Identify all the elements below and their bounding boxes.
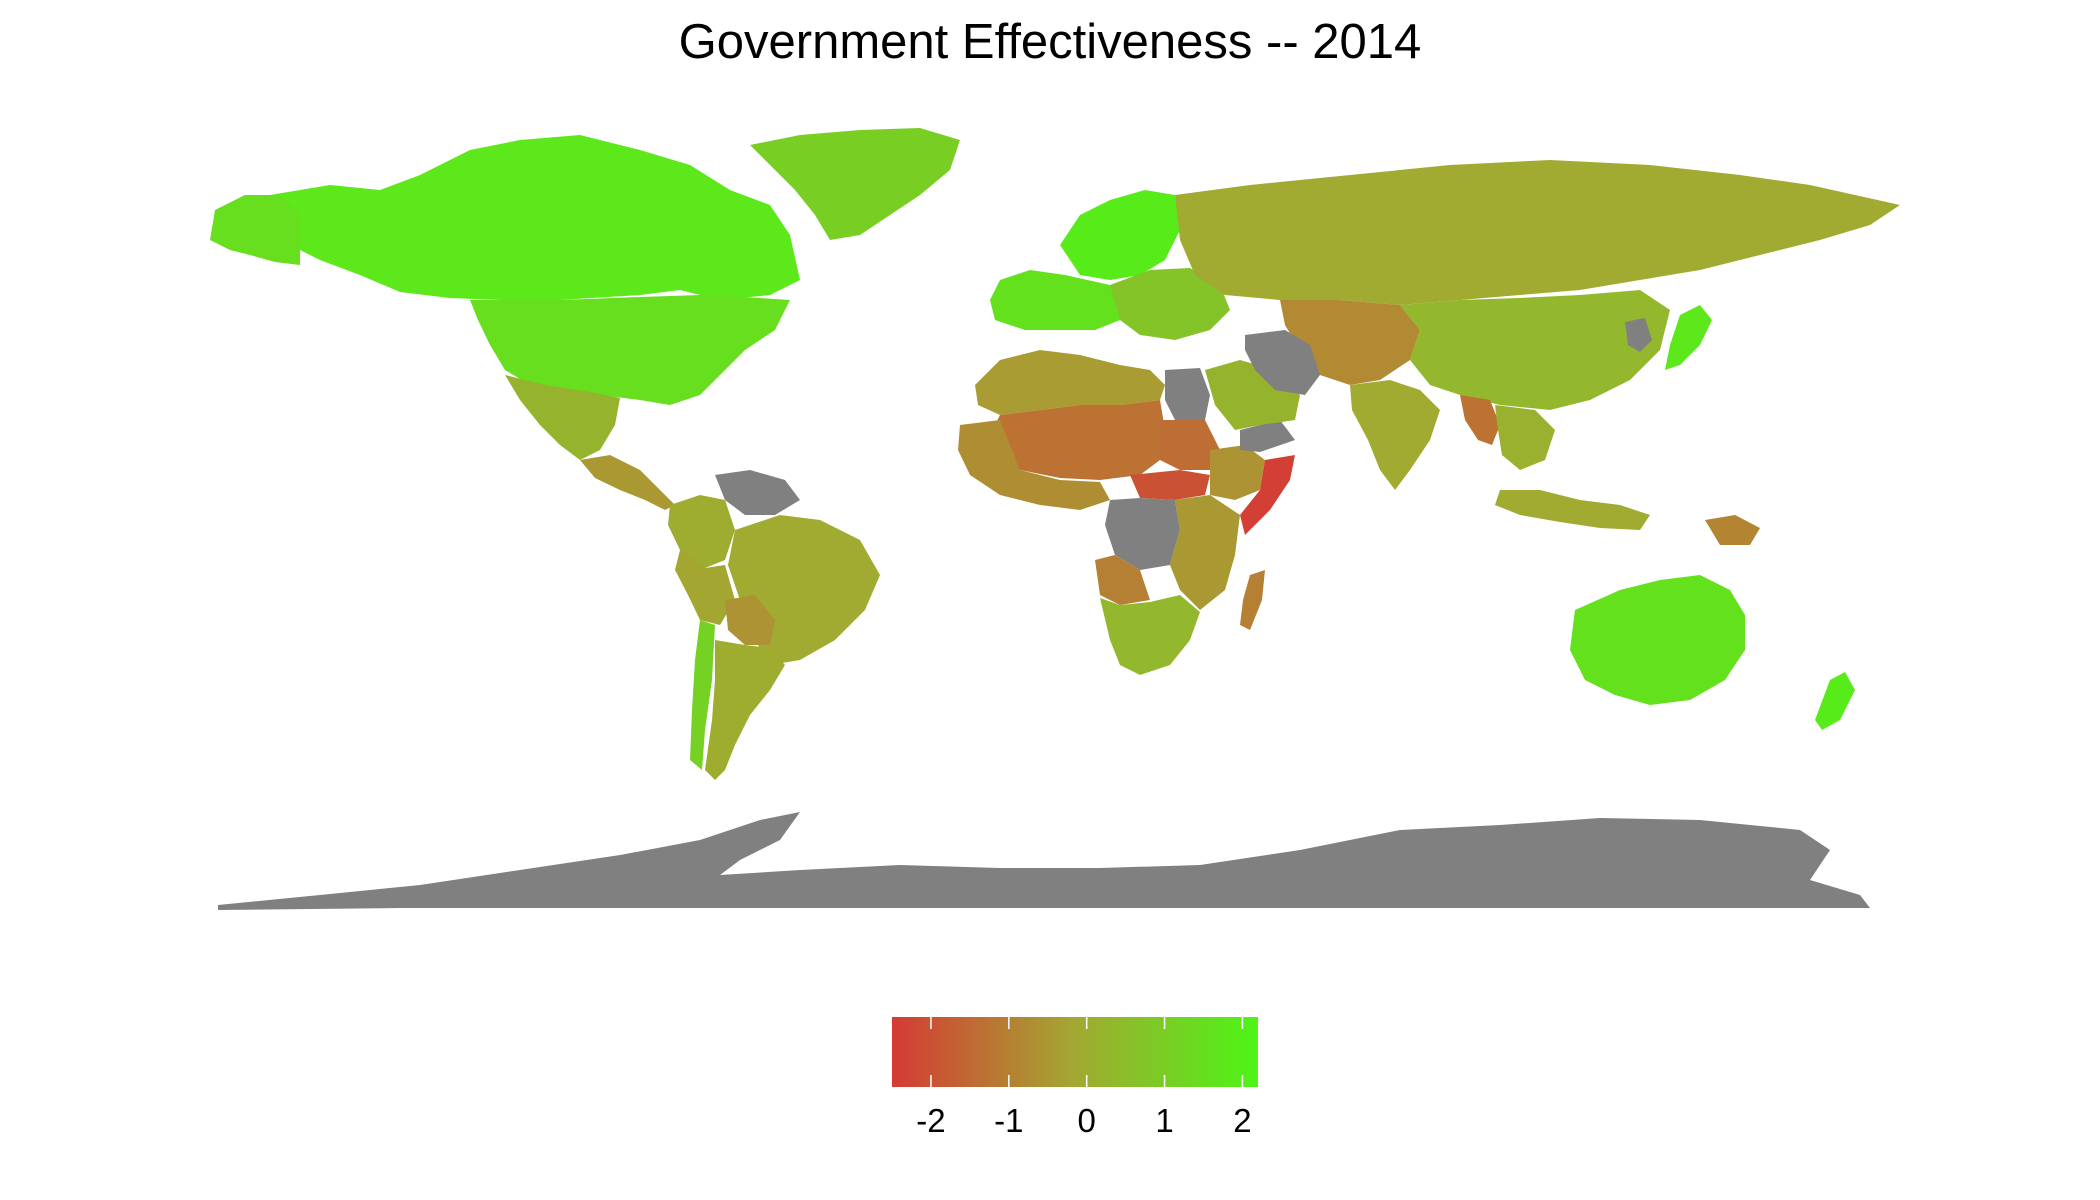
colorbar-tick-label: -1 [994, 1102, 1024, 1139]
region-indonesia[interactable] [1495, 490, 1650, 530]
region-japan[interactable] [1665, 305, 1712, 370]
region-central-america[interactable] [580, 455, 675, 510]
region-mexico[interactable] [505, 375, 620, 460]
colorbar [892, 1017, 1258, 1087]
region-somalia[interactable] [1240, 455, 1295, 535]
region-china[interactable] [1400, 290, 1670, 410]
region-yemen[interactable] [1240, 420, 1295, 452]
region-myanmar[interactable] [1460, 395, 1500, 445]
region-venezuela[interactable] [715, 470, 800, 515]
region-iran[interactable] [1245, 330, 1320, 395]
region-dr-congo[interactable] [1105, 498, 1180, 570]
region-new-zealand[interactable] [1815, 672, 1855, 730]
region-colombia[interactable] [668, 495, 735, 570]
region-bolivia[interactable] [725, 595, 775, 645]
region-australia[interactable] [1570, 575, 1745, 705]
region-eastern-europe[interactable] [1110, 268, 1230, 340]
region-angola[interactable] [1095, 555, 1150, 605]
region-alaska[interactable] [210, 195, 300, 265]
region-russia[interactable] [1175, 160, 1900, 305]
region-greenland[interactable] [750, 128, 960, 240]
region-united-states[interactable] [470, 295, 790, 405]
region-argentina[interactable] [705, 640, 785, 780]
colorbar-gradient [892, 1017, 1258, 1087]
region-sahel[interactable] [990, 400, 1165, 480]
colorbar-tick-label: 1 [1155, 1102, 1174, 1139]
region-north-korea[interactable] [1625, 318, 1652, 352]
region-india[interactable] [1350, 380, 1440, 490]
region-canada[interactable] [270, 135, 800, 300]
colorbar-tick-label: 2 [1233, 1102, 1252, 1139]
region-scandinavia[interactable] [1060, 190, 1180, 280]
region-chile[interactable] [690, 620, 715, 770]
region-west-africa[interactable] [958, 420, 1110, 510]
region-east-africa[interactable] [1170, 495, 1240, 610]
region-papua-new-guinea[interactable] [1705, 515, 1760, 545]
region-antarctica[interactable] [218, 812, 1870, 910]
region-peru[interactable] [675, 550, 735, 625]
region-southern-africa[interactable] [1100, 595, 1200, 675]
colorbar-tick-label: -2 [916, 1102, 946, 1139]
region-egypt[interactable] [1165, 368, 1210, 420]
region-sudan[interactable] [1160, 420, 1220, 470]
region-western-europe[interactable] [990, 270, 1135, 330]
region-ethiopia[interactable] [1210, 445, 1265, 500]
region-north-africa[interactable] [975, 350, 1165, 415]
colorbar-tick-label: 0 [1077, 1102, 1096, 1139]
region-madagascar[interactable] [1240, 570, 1265, 630]
world-choropleth-map [210, 128, 1900, 910]
chart-title: Government Effectiveness -- 2014 [678, 15, 1422, 69]
region-south-sudan[interactable] [1130, 470, 1210, 500]
region-southeast-asia[interactable] [1495, 405, 1555, 470]
